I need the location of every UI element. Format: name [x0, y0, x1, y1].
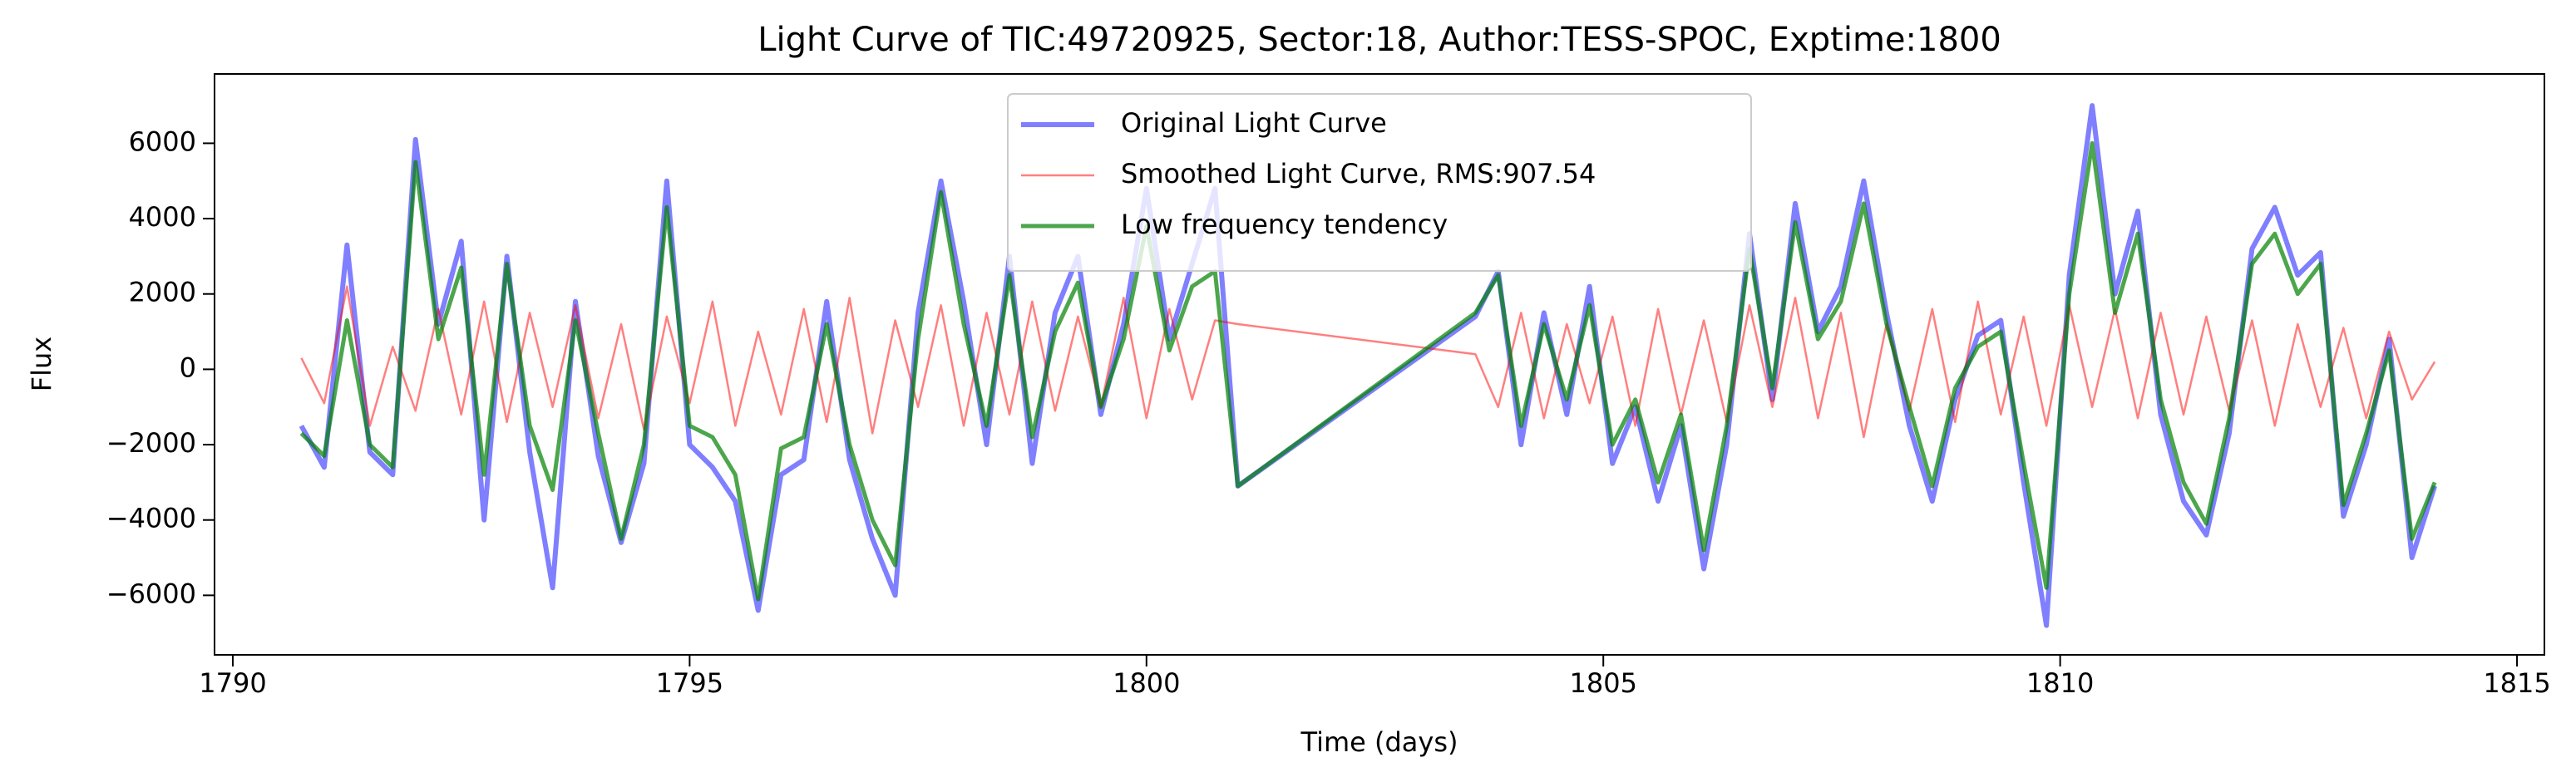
- legend-label: Original Light Curve: [1121, 107, 1387, 139]
- y-tick-label: 0: [180, 352, 196, 383]
- legend-label: Smoothed Light Curve, RMS:907.54: [1121, 158, 1596, 189]
- legend-label: Low frequency tendency: [1121, 209, 1448, 240]
- chart-title: Light Curve of TIC:49720925, Sector:18, …: [758, 21, 2001, 59]
- y-tick-label: −6000: [106, 578, 196, 609]
- x-tick-label: 1805: [1569, 667, 1636, 699]
- x-tick-label: 1795: [656, 667, 723, 699]
- x-tick-label: 1800: [1113, 667, 1180, 699]
- x-tick-label: 1790: [199, 667, 266, 699]
- series-line: [299, 103, 2437, 628]
- y-tick-label: 6000: [129, 125, 196, 157]
- series-line: [299, 140, 2437, 602]
- y-tick-label: 2000: [129, 277, 196, 308]
- y-tick-label: −4000: [106, 503, 196, 534]
- plot-frame: [214, 73, 2545, 656]
- y-axis-label: Flux: [26, 337, 57, 392]
- x-tick-label: 1815: [2483, 667, 2550, 699]
- y-tick-label: −2000: [106, 427, 196, 459]
- y-tick-label: 4000: [129, 201, 196, 233]
- legend-box: [1007, 93, 1752, 272]
- x-axis-label: Time (days): [1300, 726, 1458, 758]
- x-tick-label: 1810: [2026, 667, 2094, 699]
